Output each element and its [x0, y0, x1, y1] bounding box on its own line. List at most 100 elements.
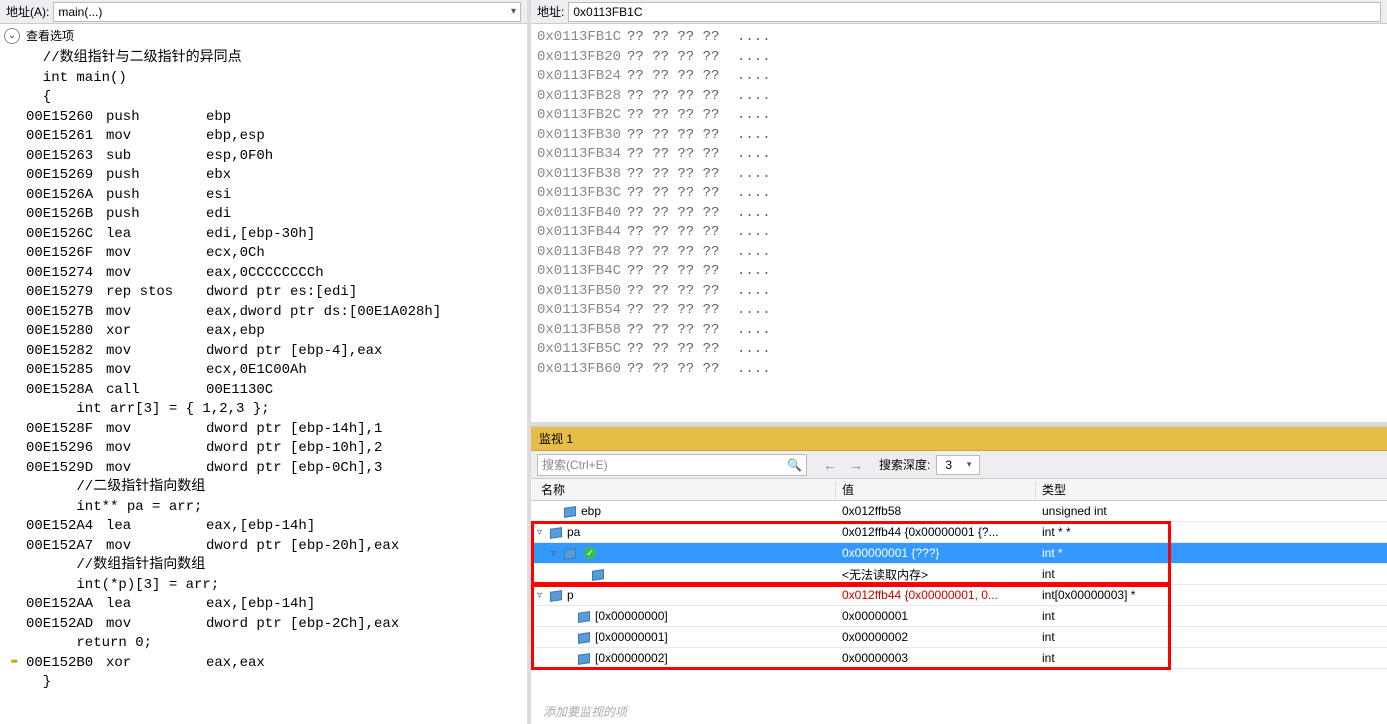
memory-row[interactable]: 0x0113FB44?? ?? ?? ??....	[537, 223, 1381, 243]
right-pane: 地址: 0x0113FB1C 0x0113FB1C?? ?? ?? ??....…	[531, 0, 1387, 724]
watch-type: int	[1036, 609, 1387, 623]
watch-name: [0x00000001]	[595, 630, 668, 644]
asm-line[interactable]: }	[26, 673, 527, 693]
expand-icon[interactable]: ▿	[551, 548, 563, 559]
col-name[interactable]: 名称	[531, 481, 836, 498]
asm-line[interactable]: 00E152A4leaeax,[ebp-14h]	[26, 517, 527, 537]
asm-line[interactable]: 00E15261movebp,esp	[26, 127, 527, 147]
memory-row[interactable]: 0x0113FB48?? ?? ?? ??....	[537, 243, 1381, 263]
asm-line[interactable]: //数组指针指向数组	[26, 556, 527, 576]
asm-line[interactable]: 00E1529Dmovdword ptr [ebp-0Ch],3	[26, 459, 527, 479]
asm-line[interactable]: //数组指针与二级指针的异同点	[26, 49, 527, 69]
memory-row[interactable]: 0x0113FB58?? ?? ?? ??....	[537, 321, 1381, 341]
expand-icon[interactable]: ▿	[537, 527, 549, 538]
left-addr-dropdown[interactable]: main(...) ▾	[53, 2, 521, 22]
asm-line[interactable]: 00E152AAleaeax,[ebp-14h]	[26, 595, 527, 615]
left-address-bar: 地址(A): main(...) ▾	[0, 0, 527, 24]
memory-row[interactable]: 0x0113FB28?? ?? ?? ??....	[537, 87, 1381, 107]
asm-line[interactable]: 00E1528Fmovdword ptr [ebp-14h],1	[26, 420, 527, 440]
memory-row[interactable]: 0x0113FB24?? ?? ?? ??....	[537, 67, 1381, 87]
depth-label: 搜索深度:	[879, 456, 930, 473]
watch-pane: 监视 1 搜索(Ctrl+E) 🔍 ← → 搜索深度: 3 ▾ 名称 值 类型 …	[531, 426, 1387, 724]
asm-line[interactable]: 00E15279rep stosdword ptr es:[edi]	[26, 283, 527, 303]
mem-addr-input[interactable]: 0x0113FB1C	[568, 2, 1381, 22]
memory-row[interactable]: 0x0113FB1C?? ?? ?? ??....	[537, 28, 1381, 48]
cube-icon	[549, 526, 563, 538]
watch-value: <无法读取内存>	[836, 566, 1036, 583]
watch-type: int	[1036, 567, 1387, 581]
memory-row[interactable]: 0x0113FB38?? ?? ?? ??....	[537, 165, 1381, 185]
watch-row[interactable]: [0x00000002]0x00000003int	[531, 648, 1387, 669]
watch-type: int *	[1036, 546, 1387, 560]
asm-line[interactable]: 00E1526Apushesi	[26, 186, 527, 206]
watch-toolbar: 搜索(Ctrl+E) 🔍 ← → 搜索深度: 3 ▾	[531, 451, 1387, 479]
asm-line[interactable]: 00E152A7movdword ptr [ebp-20h],eax	[26, 537, 527, 557]
asm-line[interactable]: 00E15260pushebp	[26, 108, 527, 128]
add-watch-item[interactable]: 添加要监视的项	[531, 699, 1387, 724]
memory-row[interactable]: 0x0113FB20?? ?? ?? ??....	[537, 48, 1381, 68]
view-options-label: 查看选项	[26, 27, 74, 44]
asm-line[interactable]: int(*p)[3] = arr;	[26, 576, 527, 596]
memory-row[interactable]: 0x0113FB60?? ?? ?? ??....	[537, 360, 1381, 380]
asm-line[interactable]: 00E1526Fmovecx,0Ch	[26, 244, 527, 264]
asm-line[interactable]: 00E1526Cleaedi,[ebp-30h]	[26, 225, 527, 245]
depth-value: 3	[945, 458, 952, 472]
memory-row[interactable]: 0x0113FB40?? ?? ?? ??....	[537, 204, 1381, 224]
watch-value: 0x012ffb44 {0x00000001, 0...	[836, 588, 1036, 602]
asm-line[interactable]: 00E152B0xoreax,eax	[26, 654, 527, 674]
view-options-row[interactable]: ⌄ 查看选项	[0, 24, 527, 47]
disasm-listing[interactable]: ➨ //数组指针与二级指针的异同点 int main() {00E15260pu…	[0, 47, 527, 724]
memory-row[interactable]: 0x0113FB50?? ?? ?? ??....	[537, 282, 1381, 302]
left-addr-value: main(...)	[58, 5, 102, 19]
chevron-down-icon: ⌄	[4, 28, 20, 44]
asm-line[interactable]: 00E15296movdword ptr [ebp-10h],2	[26, 439, 527, 459]
asm-line[interactable]: 00E152ADmovdword ptr [ebp-2Ch],eax	[26, 615, 527, 635]
watch-row[interactable]: ▿✓0x00000001 {???}int *	[531, 543, 1387, 564]
next-button[interactable]: →	[845, 455, 867, 475]
asm-line[interactable]: 00E15269pushebx	[26, 166, 527, 186]
memory-row[interactable]: 0x0113FB2C?? ?? ?? ??....	[537, 106, 1381, 126]
memory-row[interactable]: 0x0113FB3C?? ?? ?? ??....	[537, 184, 1381, 204]
memory-row[interactable]: 0x0113FB54?? ?? ?? ??....	[537, 301, 1381, 321]
prev-button[interactable]: ←	[819, 455, 841, 475]
chevron-down-icon: ▾	[511, 6, 516, 17]
watch-type: int	[1036, 630, 1387, 644]
watch-row[interactable]: ▿pa0x012ffb44 {0x00000001 {?...int * *	[531, 522, 1387, 543]
asm-line[interactable]: 00E15280xoreax,ebp	[26, 322, 527, 342]
watch-search-input[interactable]: 搜索(Ctrl+E) 🔍	[537, 454, 807, 476]
asm-line[interactable]: 00E15263subesp,0F0h	[26, 147, 527, 167]
watch-row[interactable]: ebp0x012ffb58unsigned int	[531, 501, 1387, 522]
watch-row[interactable]: ▿p0x012ffb44 {0x00000001, 0...int[0x0000…	[531, 585, 1387, 606]
col-type[interactable]: 类型	[1036, 481, 1387, 498]
asm-line[interactable]: return 0;	[26, 634, 527, 654]
asm-line[interactable]: int main()	[26, 69, 527, 89]
asm-line[interactable]: int arr[3] = { 1,2,3 };	[26, 400, 527, 420]
check-icon: ✓	[584, 547, 596, 559]
cube-icon	[591, 568, 605, 580]
cube-icon	[549, 589, 563, 601]
memory-address-bar: 地址: 0x0113FB1C	[531, 0, 1387, 24]
watch-row[interactable]: [0x00000001]0x00000002int	[531, 627, 1387, 648]
memory-view[interactable]: 0x0113FB1C?? ?? ?? ??....0x0113FB20?? ??…	[531, 24, 1387, 422]
asm-line[interactable]: 00E15285movecx,0E1C00Ah	[26, 361, 527, 381]
memory-row[interactable]: 0x0113FB5C?? ?? ?? ??....	[537, 340, 1381, 360]
asm-line[interactable]: int** pa = arr;	[26, 498, 527, 518]
expand-icon[interactable]: ▿	[537, 590, 549, 601]
asm-line[interactable]: 00E1527Bmoveax,dword ptr ds:[00E1A028h]	[26, 303, 527, 323]
asm-line[interactable]: 00E1528Acall00E1130C	[26, 381, 527, 401]
watch-row[interactable]: <无法读取内存>int	[531, 564, 1387, 585]
asm-line[interactable]: {	[26, 88, 527, 108]
watch-row[interactable]: [0x00000000]0x00000001int	[531, 606, 1387, 627]
asm-line[interactable]: 00E15282movdword ptr [ebp-4],eax	[26, 342, 527, 362]
watch-rows[interactable]: ebp0x012ffb58unsigned int▿pa0x012ffb44 {…	[531, 501, 1387, 699]
depth-dropdown[interactable]: 3 ▾	[936, 455, 980, 475]
memory-row[interactable]: 0x0113FB30?? ?? ?? ??....	[537, 126, 1381, 146]
asm-line[interactable]: 00E1526Bpushedi	[26, 205, 527, 225]
asm-line[interactable]: 00E15274moveax,0CCCCCCCCh	[26, 264, 527, 284]
memory-row[interactable]: 0x0113FB34?? ?? ?? ??....	[537, 145, 1381, 165]
col-value[interactable]: 值	[836, 481, 1036, 498]
asm-line[interactable]: //二级指针指向数组	[26, 478, 527, 498]
cube-icon	[577, 610, 591, 622]
memory-row[interactable]: 0x0113FB4C?? ?? ?? ??....	[537, 262, 1381, 282]
left-addr-label: 地址(A):	[6, 3, 49, 20]
